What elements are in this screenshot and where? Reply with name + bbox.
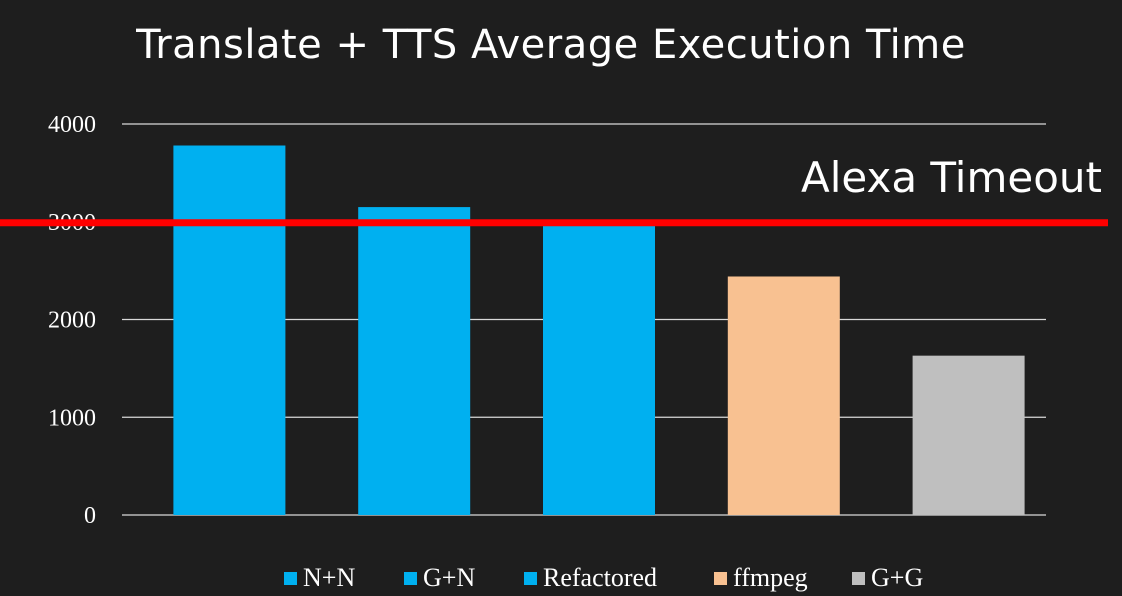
legend-label: Refactored xyxy=(543,563,658,592)
legend-swatch xyxy=(404,571,417,585)
chart-title: Translate + TTS Average Execution Time xyxy=(136,22,966,68)
legend: N+N G+N Refactored ffmpeg G+G xyxy=(0,560,1122,596)
legend-label: G+G xyxy=(871,563,924,592)
bar-n-n xyxy=(173,145,286,515)
legend-item: Refactored xyxy=(524,560,657,596)
legend-label: G+N xyxy=(423,563,476,592)
y-tick-label: 4000 xyxy=(48,112,96,138)
bar-g-n xyxy=(358,207,471,515)
legend-item: ffmpeg xyxy=(714,560,808,596)
chart-plot-area: 01000200030004000 Alexa Timeout xyxy=(0,112,1108,529)
legend-swatch xyxy=(714,571,727,585)
y-tick-label: 0 xyxy=(84,503,96,529)
bar-refactored xyxy=(543,225,655,515)
bars xyxy=(173,145,1025,515)
legend-item: N+N xyxy=(284,560,355,596)
legend-item: G+G xyxy=(852,560,923,596)
y-axis-tick-labels: 01000200030004000 xyxy=(48,112,96,529)
bar-g-g xyxy=(912,355,1025,515)
legend-swatch xyxy=(524,571,537,585)
legend-swatch xyxy=(284,571,297,585)
legend-swatch xyxy=(852,571,865,585)
legend-label: ffmpeg xyxy=(733,563,808,592)
y-tick-label: 2000 xyxy=(48,308,96,334)
legend-item: G+N xyxy=(404,560,475,596)
reference-line-group: Alexa Timeout xyxy=(0,153,1108,227)
bar-ffmpeg xyxy=(727,276,840,515)
y-tick-label: 1000 xyxy=(48,405,96,431)
legend-label: N+N xyxy=(303,563,356,592)
reference-line-label: Alexa Timeout xyxy=(801,153,1102,202)
